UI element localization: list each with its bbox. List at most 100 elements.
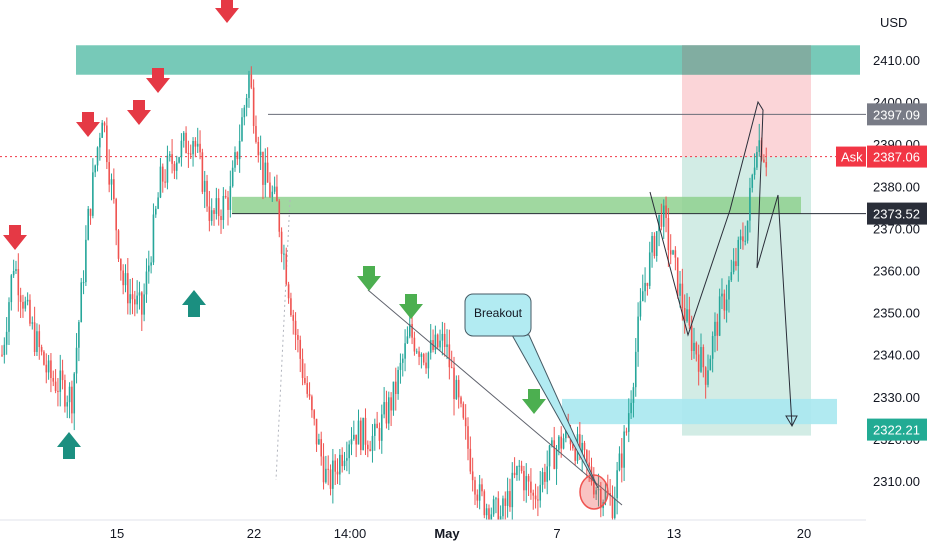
ask-tag: Ask — [836, 146, 866, 167]
price-tick-label: 2360.00 — [873, 264, 920, 279]
candle-body — [336, 471, 339, 475]
candle-body — [8, 302, 10, 332]
candle-body — [518, 465, 521, 467]
candle-body — [187, 152, 190, 154]
time-tick-label: 13 — [667, 526, 681, 541]
candle-body — [234, 152, 236, 168]
candle-body — [450, 367, 453, 369]
candle-body — [530, 481, 532, 493]
candle-body — [143, 294, 145, 315]
candle-body — [572, 444, 574, 449]
candle-body — [688, 309, 691, 326]
candle-body — [742, 236, 744, 242]
candle-body — [196, 143, 199, 147]
candle-body — [460, 397, 462, 404]
candle-body — [31, 322, 34, 324]
candle-body — [753, 167, 756, 175]
candle-body — [446, 344, 448, 347]
candle-body — [369, 449, 371, 451]
candle-body — [217, 198, 220, 217]
candle-body — [513, 472, 516, 476]
candle-body — [623, 431, 625, 468]
candle-body — [746, 220, 749, 241]
candle-body — [115, 199, 117, 231]
candle-body — [627, 413, 630, 432]
price-tag-bg — [867, 103, 927, 126]
candle-body — [532, 492, 535, 496]
candle-body — [704, 367, 707, 385]
time-axis[interactable]: 15 22 14:00 May 7 13 20 — [110, 526, 811, 541]
candle-body — [662, 205, 665, 227]
candle-body — [758, 140, 761, 152]
down-arrow-icon — [146, 68, 170, 93]
candle-body — [588, 462, 590, 467]
candle-body — [285, 253, 288, 285]
candle-body — [64, 380, 66, 407]
price-tick-label: 2340.00 — [873, 348, 920, 363]
candle-body — [178, 157, 180, 163]
candle-body — [266, 162, 269, 183]
candle-body — [613, 498, 616, 518]
candle-body — [99, 137, 101, 148]
candle-body — [579, 434, 581, 456]
candle-body — [54, 381, 57, 391]
up-arrow-icon — [57, 432, 81, 459]
candle-body — [443, 333, 446, 347]
candle-body — [248, 74, 250, 99]
candle-body — [420, 354, 423, 357]
candle-body — [436, 334, 439, 348]
candle-body — [136, 295, 138, 305]
candle-body — [362, 417, 364, 451]
candle-body — [318, 439, 320, 445]
breakout-callout[interactable]: Breakout — [464, 293, 532, 337]
candle-body — [89, 208, 92, 216]
candle-body — [367, 444, 369, 450]
candle-body — [611, 495, 614, 518]
candle-body — [509, 491, 511, 508]
candle-body — [693, 342, 695, 351]
candle-body — [127, 273, 129, 304]
candle-body — [723, 293, 726, 311]
candle-body — [220, 216, 222, 221]
candle-body — [273, 186, 276, 192]
candle-body — [26, 299, 29, 302]
candle-body — [718, 296, 721, 336]
time-tick-label: 7 — [553, 526, 560, 541]
price-tag-label: 2387.06 — [873, 150, 920, 165]
candle-body — [110, 179, 113, 185]
candle-body — [10, 275, 13, 303]
down-arrow-icon — [215, 0, 239, 23]
candle-body — [189, 153, 192, 155]
candle-body — [47, 360, 50, 373]
candle-body — [665, 205, 667, 219]
candle-body — [164, 181, 166, 183]
candle-body — [348, 444, 350, 459]
candle-body — [241, 117, 243, 141]
breakout-marker — [579, 474, 609, 510]
candle-body — [537, 499, 539, 501]
candle-body — [676, 257, 679, 296]
candle-body — [329, 469, 332, 489]
candle-body — [308, 393, 311, 397]
candle-body — [492, 499, 495, 515]
candle-body — [574, 448, 576, 461]
currency-label[interactable]: USD — [880, 15, 907, 30]
candle-body — [593, 481, 595, 495]
candle-body — [672, 250, 674, 255]
zone-overlap — [682, 45, 811, 75]
candle-body — [490, 514, 493, 524]
candle-body — [697, 354, 700, 372]
candle-body — [425, 362, 427, 369]
candle-body — [306, 383, 309, 394]
descending-trendline[interactable] — [367, 289, 623, 506]
candle-body — [206, 180, 208, 207]
candle-body — [252, 87, 255, 126]
candle-body — [355, 434, 357, 445]
candle-body — [728, 280, 730, 300]
candle-body — [52, 377, 55, 382]
candle-body — [730, 272, 733, 281]
candle-body — [271, 191, 274, 197]
candle-body — [539, 484, 542, 501]
candle-body — [679, 283, 681, 296]
